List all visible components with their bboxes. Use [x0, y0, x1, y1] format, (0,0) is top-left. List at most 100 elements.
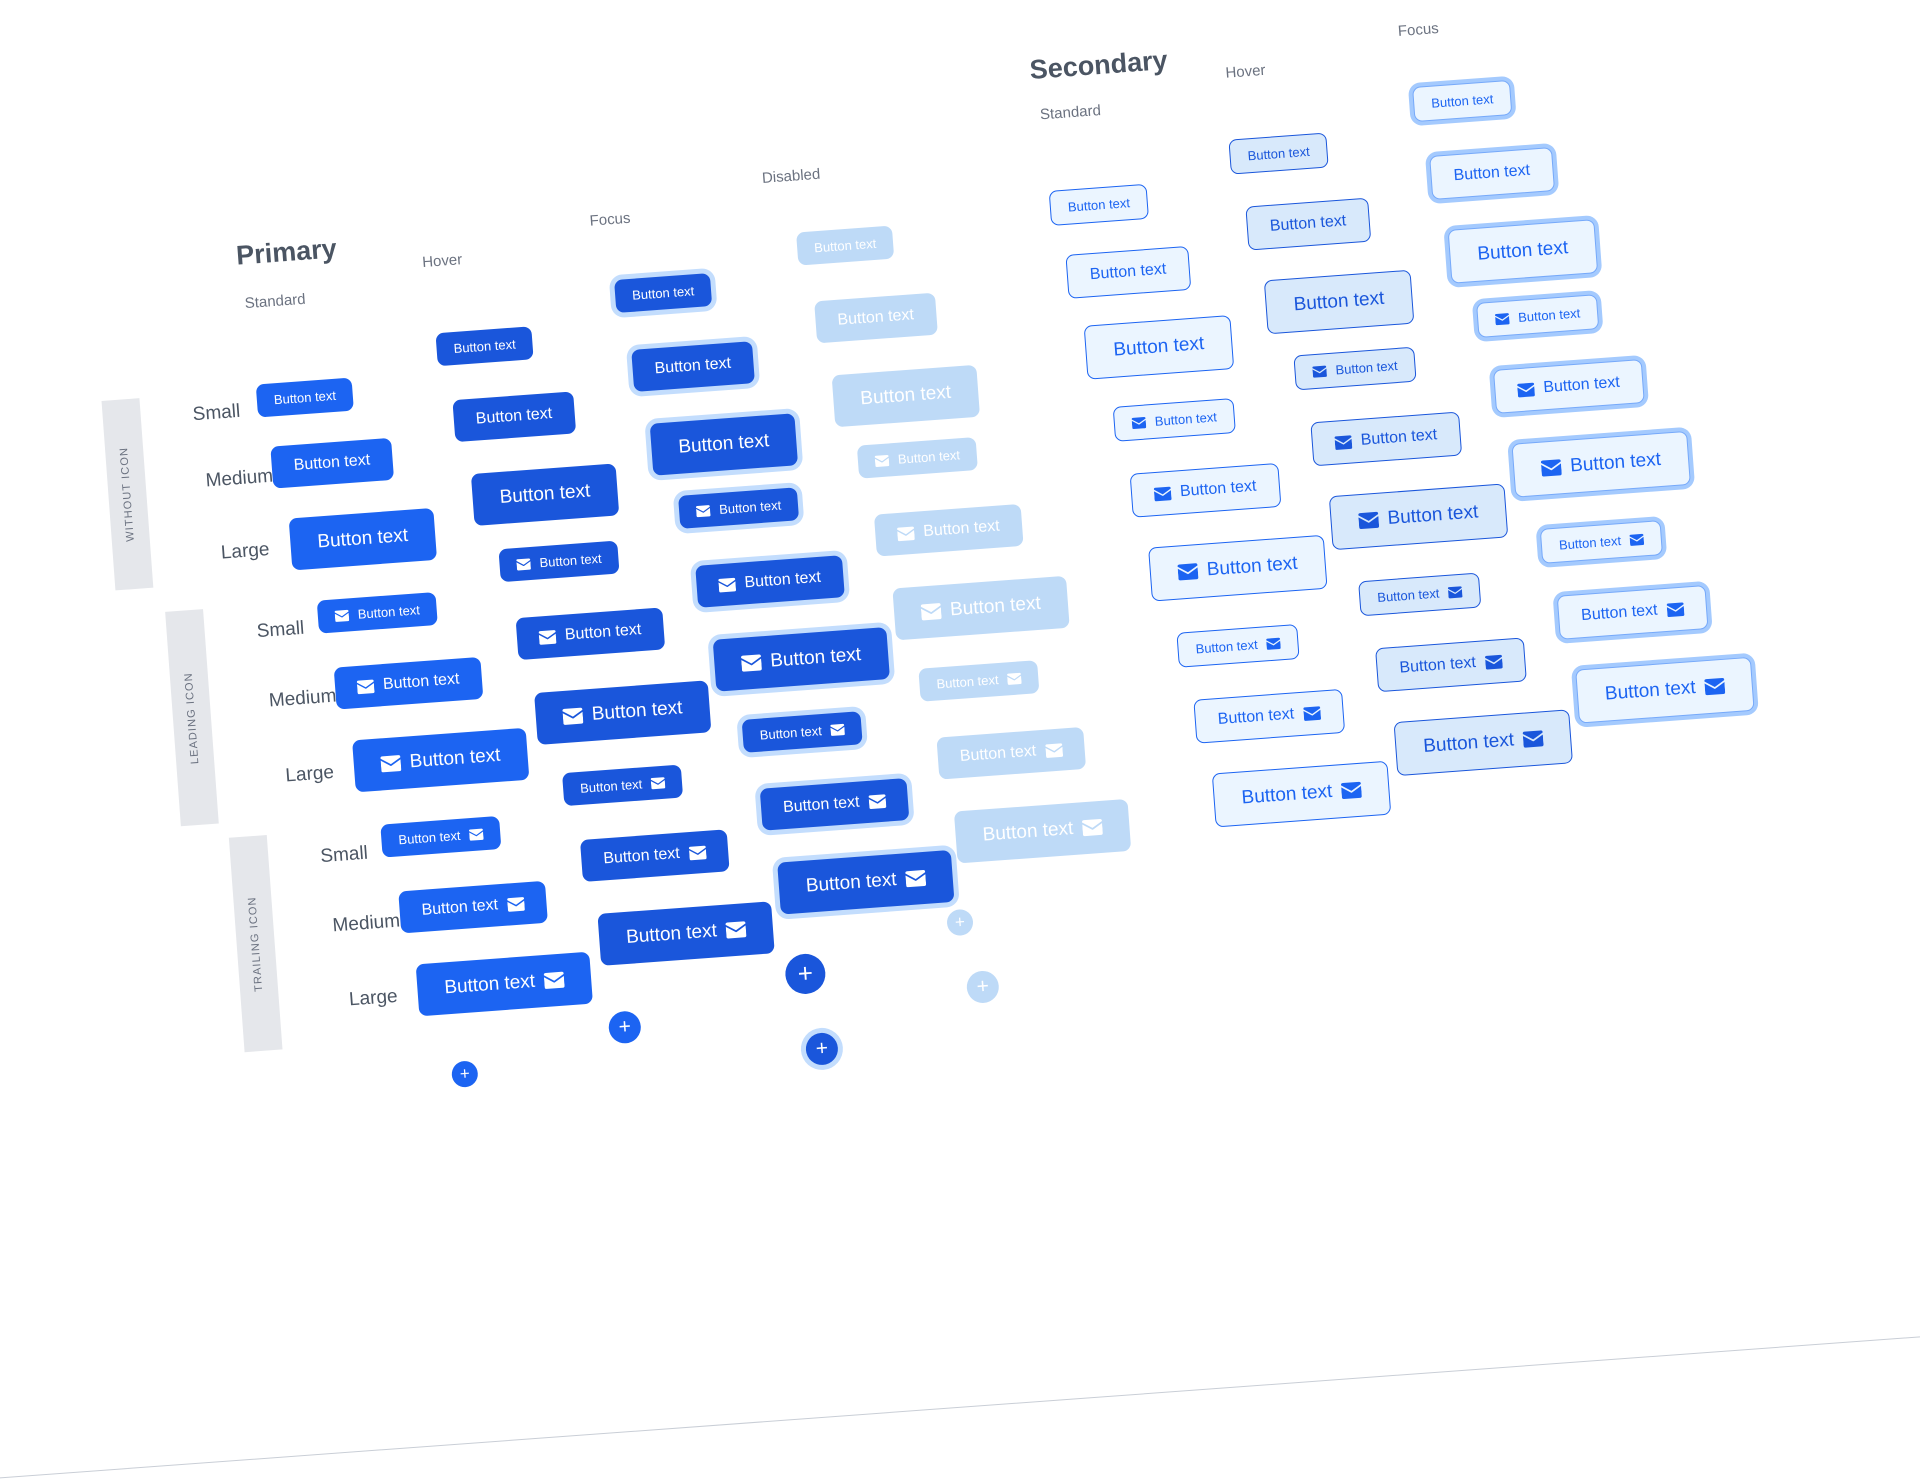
button-label: Button text — [1430, 91, 1494, 111]
button-label: Button text — [475, 405, 553, 428]
primary-hover-large-trailing-icon-button[interactable]: Button text — [597, 901, 775, 966]
primary-focus-medium-fab-button[interactable]: + — [804, 1031, 840, 1067]
primary-focus-medium-leading-icon-button[interactable]: Button text — [695, 555, 845, 608]
primary-standard-medium-trailing-icon-button[interactable]: Button text — [398, 880, 548, 934]
primary-focus-medium-button[interactable]: Button text — [631, 341, 755, 392]
button-label: Button text — [922, 517, 1001, 541]
secondary-standard-large-trailing-icon-button[interactable]: Button text — [1211, 760, 1392, 828]
secondary-hover-small-button[interactable]: Button text — [1228, 132, 1329, 175]
secondary-focus-small-leading-icon-button[interactable]: Button text — [1476, 294, 1600, 338]
button-label: Button text — [409, 744, 502, 773]
mail-icon — [469, 827, 484, 842]
primary-standard-medium-fab-button[interactable]: + — [607, 1010, 642, 1045]
button-label: Button text — [782, 793, 861, 817]
primary-focus-large-leading-icon-button[interactable]: Button text — [712, 627, 890, 692]
secondary-standard-small-button[interactable]: Button text — [1048, 183, 1150, 226]
primary-disabled-small-trailing-icon-button: Button text — [918, 660, 1040, 702]
secondary-focus-large-button[interactable]: Button text — [1447, 219, 1599, 284]
primary-focus-small-button[interactable]: Button text — [614, 273, 713, 313]
band-without-icon: WITHOUT ICON — [101, 398, 154, 591]
size-label-large: Large — [220, 539, 271, 564]
secondary-focus-large-trailing-icon-button[interactable]: Button text — [1575, 656, 1755, 724]
primary-hover-large-button[interactable]: Button text — [470, 463, 620, 526]
secondary-hover-large-trailing-icon-button[interactable]: Button text — [1393, 709, 1573, 777]
mail-icon — [1540, 457, 1562, 478]
primary-hover-medium-trailing-icon-button[interactable]: Button text — [579, 829, 730, 882]
secondary-standard-medium-trailing-icon-button[interactable]: Button text — [1193, 688, 1345, 744]
mail-icon — [562, 706, 584, 727]
secondary-standard-small-leading-icon-button[interactable]: Button text — [1112, 398, 1237, 442]
secondary-hover-large-button[interactable]: Button text — [1263, 269, 1415, 335]
plus-icon: + — [954, 911, 966, 932]
primary-hover-small-leading-icon-button[interactable]: Button text — [498, 540, 620, 583]
primary-hover-large-leading-icon-button[interactable]: Button text — [534, 680, 712, 745]
primary-hover-small-button[interactable]: Button text — [435, 326, 534, 367]
primary-standard-small-leading-icon-button[interactable]: Button text — [316, 591, 438, 634]
button-label: Button text — [564, 621, 642, 644]
band-label-trailing-icon: TRAILING ICON — [246, 895, 266, 992]
button-label: Button text — [743, 568, 822, 592]
primary-standard-medium-button[interactable]: Button text — [270, 437, 394, 489]
primary-focus-large-button[interactable]: Button text — [649, 413, 798, 476]
secondary-standard-small-trailing-icon-button[interactable]: Button text — [1176, 623, 1300, 668]
primary-hover-small-trailing-icon-button[interactable]: Button text — [562, 764, 684, 807]
mail-icon — [1704, 676, 1726, 697]
secondary-focus-medium-trailing-icon-button[interactable]: Button text — [1556, 585, 1709, 640]
primary-hover-medium-leading-icon-button[interactable]: Button text — [515, 607, 665, 661]
mail-icon — [1177, 561, 1199, 582]
button-label: Button text — [1542, 373, 1621, 397]
mail-icon — [1131, 415, 1147, 430]
secondary-hover-large-leading-icon-button[interactable]: Button text — [1328, 483, 1509, 551]
button-label: Button text — [1558, 533, 1622, 553]
secondary-focus-small-trailing-icon-button[interactable]: Button text — [1539, 520, 1664, 564]
state-label-standard: Standard — [244, 290, 307, 313]
primary-standard-small-fab-button[interactable]: + — [450, 1060, 479, 1089]
button-label: Button text — [1112, 333, 1205, 361]
secondary-focus-large-leading-icon-button[interactable]: Button text — [1511, 430, 1691, 498]
size-label-medium: Medium — [268, 685, 338, 712]
mail-icon — [1044, 741, 1063, 759]
button-label: Button text — [935, 672, 1000, 692]
mail-icon — [1484, 653, 1503, 671]
mail-icon — [1517, 380, 1535, 398]
primary-standard-large-trailing-icon-button[interactable]: Button text — [415, 951, 593, 1017]
secondary-focus-medium-leading-icon-button[interactable]: Button text — [1492, 359, 1645, 414]
primary-focus-medium-trailing-icon-button[interactable]: Button text — [759, 778, 909, 831]
primary-standard-medium-leading-icon-button[interactable]: Button text — [333, 656, 483, 710]
state-label-focus: Focus — [1397, 20, 1440, 40]
button-label: Button text — [421, 896, 499, 919]
primary-focus-small-leading-icon-button[interactable]: Button text — [678, 487, 800, 529]
primary-standard-large-leading-icon-button[interactable]: Button text — [352, 727, 530, 793]
size-label-medium: Medium — [204, 465, 274, 492]
primary-focus-small-trailing-icon-button[interactable]: Button text — [741, 711, 863, 753]
mail-icon — [334, 608, 350, 623]
button-label: Button text — [897, 447, 961, 467]
primary-standard-large-button[interactable]: Button text — [288, 507, 437, 571]
secondary-hover-medium-trailing-icon-button[interactable]: Button text — [1375, 637, 1527, 693]
primary-hover-medium-button[interactable]: Button text — [452, 391, 576, 443]
button-label: Button text — [1335, 357, 1399, 378]
secondary-standard-medium-leading-icon-button[interactable]: Button text — [1129, 462, 1281, 518]
size-label-large: Large — [284, 761, 335, 787]
secondary-hover-small-trailing-icon-button[interactable]: Button text — [1358, 572, 1482, 617]
secondary-hover-small-leading-icon-button[interactable]: Button text — [1293, 346, 1417, 391]
primary-standard-small-button[interactable]: Button text — [255, 377, 355, 418]
primary-standard-small-trailing-icon-button[interactable]: Button text — [380, 815, 502, 858]
secondary-hover-medium-button[interactable]: Button text — [1245, 197, 1371, 251]
secondary-focus-small-button[interactable]: Button text — [1412, 79, 1513, 123]
secondary-standard-large-button[interactable]: Button text — [1083, 315, 1235, 380]
size-label-small: Small — [256, 617, 305, 643]
mail-icon — [1447, 584, 1463, 599]
secondary-hover-medium-leading-icon-button[interactable]: Button text — [1310, 411, 1462, 467]
mail-icon — [741, 652, 762, 673]
primary-hover-large-fab-button[interactable]: + — [783, 952, 827, 996]
secondary-standard-large-leading-icon-button[interactable]: Button text — [1148, 534, 1328, 602]
button-label: Button text — [1398, 654, 1477, 677]
primary-focus-large-trailing-icon-button[interactable]: Button text — [777, 849, 955, 915]
mail-icon — [868, 792, 886, 810]
button-label: Button text — [625, 920, 718, 948]
button-label: Button text — [1604, 676, 1697, 705]
secondary-standard-medium-button[interactable]: Button text — [1065, 245, 1191, 299]
secondary-focus-medium-button[interactable]: Button text — [1429, 147, 1555, 200]
mail-icon — [1266, 636, 1281, 651]
